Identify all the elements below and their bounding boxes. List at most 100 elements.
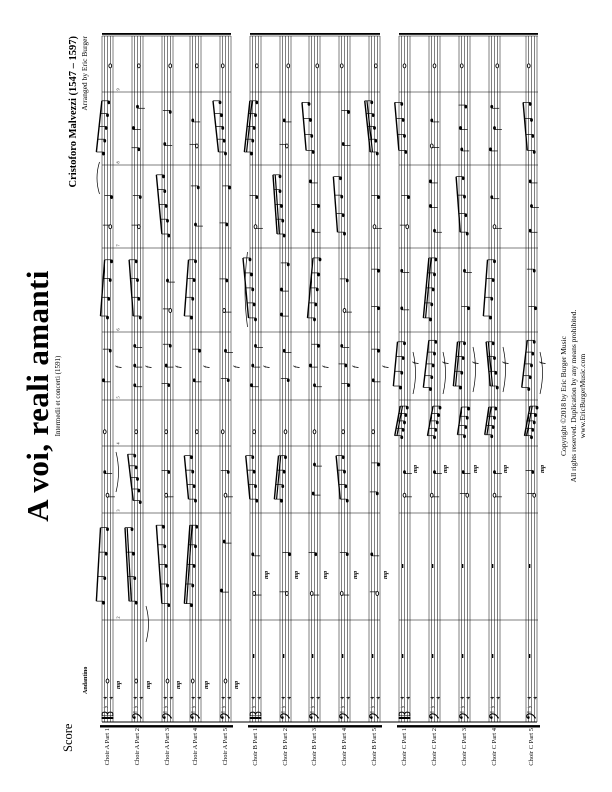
note-head (345, 278, 349, 283)
bass-clef-icon (526, 713, 537, 720)
key-signature-flat-icon: ♭ (190, 705, 198, 708)
note-head (434, 257, 438, 262)
whole-rest (282, 654, 285, 658)
note-head (198, 348, 202, 353)
dynamic-marking: f (175, 365, 182, 368)
slur (96, 161, 100, 195)
note-head (531, 134, 535, 138)
note-head (164, 429, 168, 435)
note-head (194, 222, 197, 227)
slur (472, 346, 476, 393)
bass-clef-icon (220, 713, 231, 720)
note-head (534, 413, 538, 418)
time-signature-bottom: 4 (406, 696, 412, 699)
note-head (313, 383, 316, 388)
note-head (494, 370, 498, 375)
note-head (249, 272, 253, 277)
note-head (371, 378, 375, 383)
note-head (195, 143, 199, 149)
note-head (495, 63, 500, 69)
dynamic-marking: mp (203, 680, 210, 689)
note-head (437, 413, 441, 418)
note-head (222, 138, 226, 143)
note-head (532, 420, 536, 425)
note-head (163, 544, 167, 549)
note-head (310, 134, 314, 138)
note-head (403, 134, 406, 138)
beam (245, 455, 251, 500)
staff-label: Choir B Part 4 (341, 728, 348, 766)
note-head (137, 147, 141, 152)
note-head (398, 385, 402, 390)
note-head (167, 603, 171, 608)
note-head (494, 406, 498, 411)
note-head (164, 492, 168, 498)
note-head (341, 213, 345, 218)
bass-clef-icon (429, 713, 440, 720)
note-head (428, 204, 432, 208)
dynamic-marking: f (145, 365, 152, 368)
beam (392, 341, 399, 387)
slur (145, 605, 149, 643)
time-signature-top: 4 (460, 696, 466, 699)
alto-clef-icon (398, 717, 411, 719)
key-signature-flat-icon: ♭ (459, 705, 467, 708)
time-signature-bottom: 4 (466, 696, 472, 699)
whole-rest (311, 654, 314, 658)
note-head (403, 341, 406, 346)
note-head (532, 492, 537, 498)
note-head (315, 63, 320, 69)
staff-label: Choir A Part 5 (222, 728, 229, 766)
key-signature-flat-icon: ♭ (280, 705, 288, 708)
note-head (400, 268, 404, 273)
dynamic-marking: f (442, 361, 449, 364)
final-barline (102, 32, 231, 35)
note-head (317, 343, 321, 348)
whole-rest (371, 654, 374, 658)
dynamic-marking: f (263, 365, 270, 368)
whole-rest (401, 654, 404, 658)
note-head (460, 370, 464, 375)
bass-clef-icon (489, 713, 500, 720)
beam (332, 176, 339, 233)
time-signature-top: 4 (370, 696, 376, 699)
time-signature-bottom: 4 (169, 696, 175, 699)
note-head (345, 552, 349, 557)
note-head (490, 434, 494, 439)
note-head (167, 470, 171, 474)
beam (242, 257, 250, 318)
note-head (433, 272, 436, 277)
whole-rest (491, 564, 494, 568)
note-head (134, 678, 138, 684)
final-barline (399, 32, 538, 35)
note-head (130, 527, 134, 532)
note-head (528, 102, 532, 106)
note-head (375, 590, 380, 596)
note-head (255, 195, 259, 200)
note-head (255, 498, 259, 503)
note-head (136, 278, 139, 283)
note-head (461, 356, 465, 361)
note-head (491, 278, 495, 283)
note-head (532, 268, 536, 273)
note-head (458, 385, 462, 390)
note-head (402, 63, 407, 69)
note-head (103, 470, 107, 474)
note-head (429, 492, 434, 498)
note-head (225, 222, 229, 227)
staff-label: Choir C Part 1 (401, 728, 408, 766)
dynamic-marking: f (352, 365, 359, 368)
beam (452, 341, 459, 387)
note-head (161, 524, 165, 529)
whole-rest (252, 654, 255, 658)
key-signature-flat-icon: ♭ (399, 705, 407, 708)
beam (485, 341, 491, 387)
note-head (347, 110, 351, 114)
note-head (311, 491, 315, 496)
note-head (134, 465, 138, 470)
note-head (434, 340, 438, 344)
note-head (370, 100, 374, 105)
dynamic-marking: f (233, 365, 240, 368)
note-head (490, 296, 494, 301)
note-head (104, 551, 108, 556)
